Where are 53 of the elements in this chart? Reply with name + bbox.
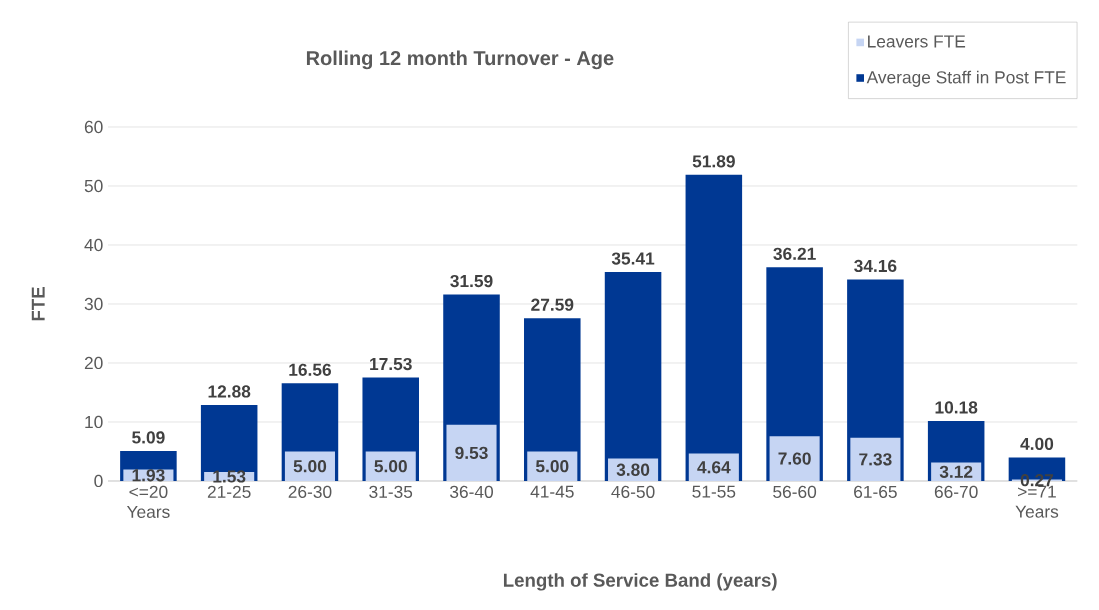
y-axis-title: FTE <box>31 287 45 321</box>
x-tick-label: 26-30 <box>288 485 332 498</box>
data-label: 1.93 <box>132 469 165 482</box>
y-tick-label: 20 <box>84 356 103 370</box>
data-label: 12.88 <box>208 385 251 398</box>
data-label: 36.21 <box>773 247 816 260</box>
x-tick-label: <=20 Years <box>126 485 170 518</box>
y-tick-label: 30 <box>84 297 103 311</box>
data-label: 10.18 <box>935 401 978 414</box>
data-label: 5.00 <box>535 460 569 473</box>
data-label: 5.00 <box>374 460 407 473</box>
bar <box>769 436 820 481</box>
x-axis-title: Length of Service Band (years) <box>503 573 777 591</box>
bar <box>685 174 743 481</box>
data-label: 3.12 <box>939 465 973 478</box>
x-tick-label: 56-60 <box>773 485 817 498</box>
data-label: 7.33 <box>859 453 892 466</box>
data-label: 4.64 <box>697 461 731 474</box>
data-label: 51.89 <box>692 155 735 168</box>
data-label: 5.09 <box>132 431 165 444</box>
x-tick-label: 66-70 <box>934 485 978 498</box>
x-tick-label: 46-50 <box>611 485 655 498</box>
legend-label: Leavers FTE <box>868 35 966 48</box>
x-tick-label: 31-35 <box>369 485 413 498</box>
data-label: 5.00 <box>293 460 327 473</box>
y-tick-label: 0 <box>94 474 103 488</box>
data-label: 27.59 <box>531 298 574 311</box>
bar <box>200 405 258 481</box>
data-label: 34.16 <box>854 259 897 273</box>
data-label: 3.80 <box>616 463 650 476</box>
data-label: 16.56 <box>289 363 332 376</box>
x-tick-label: >=71 Years <box>1015 485 1059 518</box>
x-tick-label: 36-40 <box>450 485 493 498</box>
x-tick-label: 41-45 <box>530 485 574 498</box>
y-tick-label: 40 <box>84 238 103 252</box>
data-label: 17.53 <box>370 357 412 371</box>
x-tick-label: 21-25 <box>207 485 251 498</box>
x-tick-label: 61-65 <box>854 485 897 498</box>
chart-title: Rolling 12 month Turnover - Age <box>306 50 614 70</box>
data-label: 1.53 <box>213 470 246 483</box>
data-label: 31.59 <box>450 274 493 288</box>
y-tick-label: 50 <box>84 179 103 193</box>
legend-label: Average Staff in Post FTE <box>866 70 1066 87</box>
data-label: 9.53 <box>455 446 488 460</box>
bar <box>850 437 901 481</box>
y-tick-label: 60 <box>84 120 103 134</box>
bar <box>604 272 662 481</box>
x-tick-label: 51-55 <box>692 485 736 498</box>
y-tick-label: 10 <box>85 415 103 429</box>
data-label: 35.41 <box>611 252 655 265</box>
data-label: 4.00 <box>1020 437 1054 451</box>
bar <box>446 424 497 481</box>
data-label: 7.60 <box>778 452 811 465</box>
